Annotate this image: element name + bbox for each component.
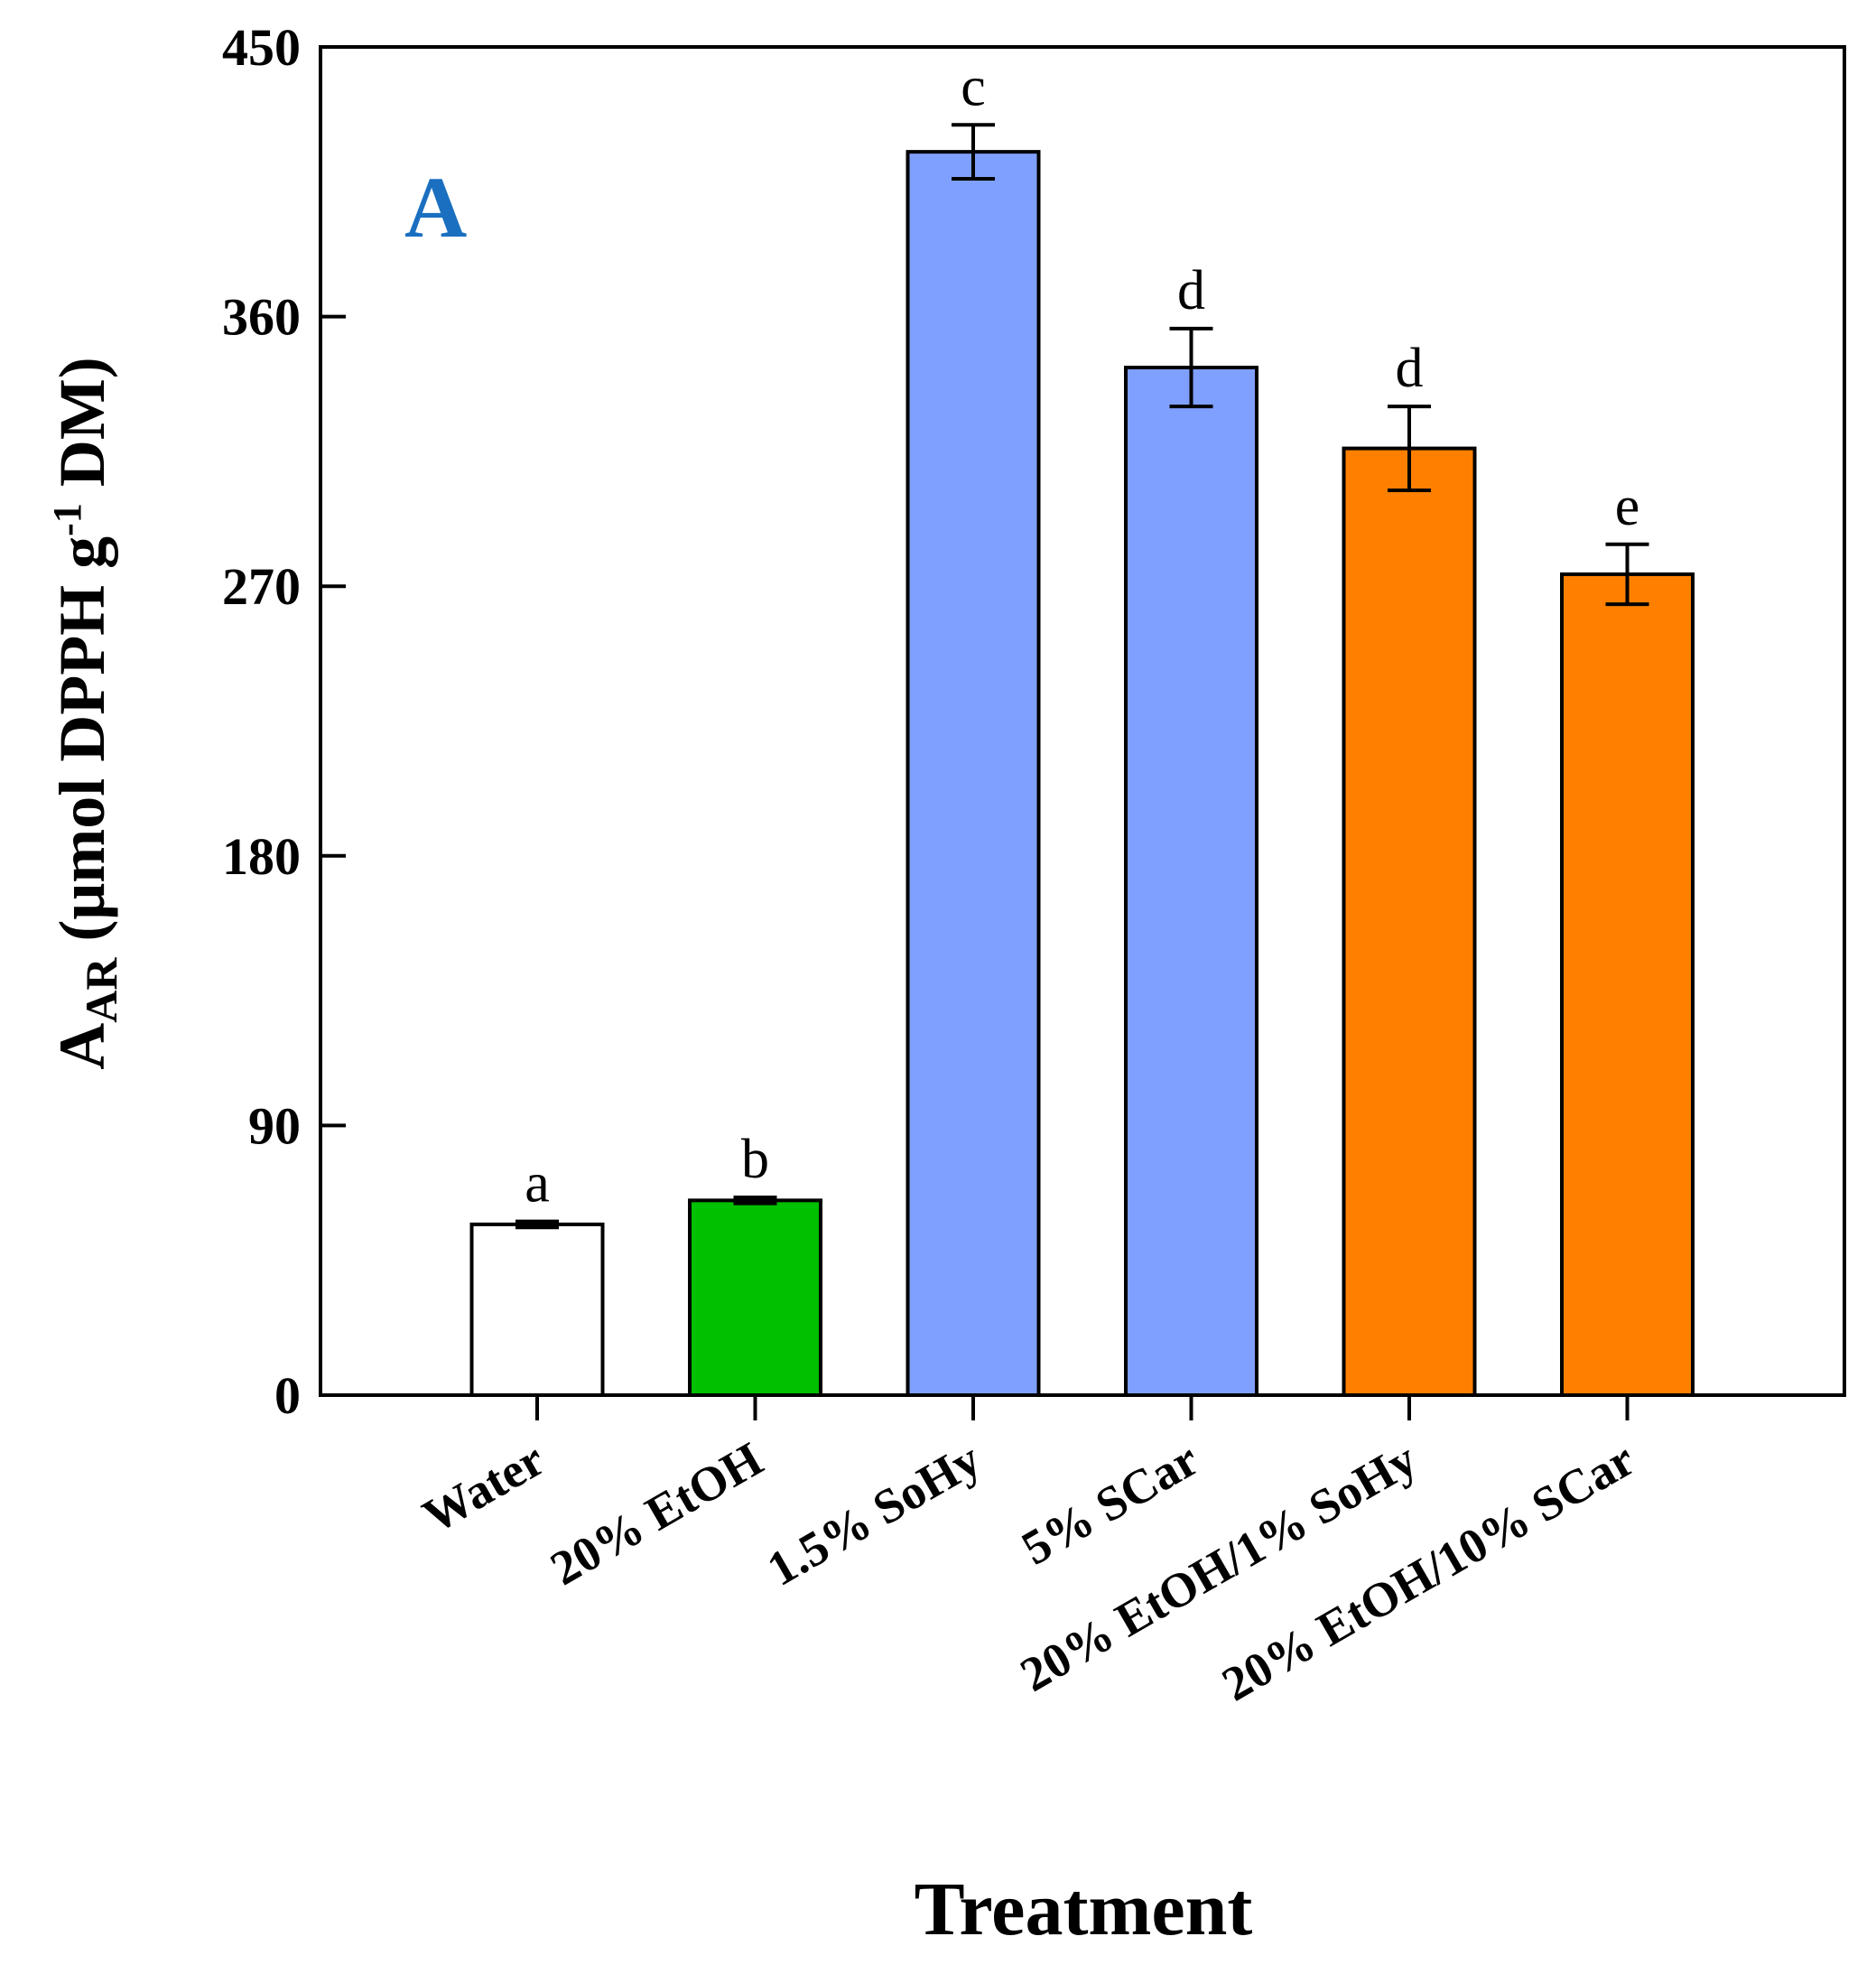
- y-axis-label-mid: (μmol DPPH g: [46, 536, 118, 958]
- panel-label: A: [404, 159, 467, 256]
- y-axis-label-main: A: [46, 1023, 118, 1070]
- significance-label: e: [1615, 476, 1640, 537]
- significance-label: a: [525, 1153, 550, 1215]
- y-tick-label: 90: [248, 1096, 301, 1155]
- bar: [688, 1198, 822, 1398]
- y-axis-label-end: DM): [46, 357, 118, 503]
- bar: [905, 150, 1041, 1398]
- x-tick-label: 20% EtOH/10% SCar: [1213, 1431, 1644, 1711]
- plot-frame: [319, 45, 1846, 1397]
- y-tick-label: 180: [222, 827, 301, 886]
- y-tick-label: 270: [222, 557, 301, 616]
- significance-label: d: [1177, 260, 1205, 321]
- y-axis-label-sub: AR: [76, 957, 126, 1023]
- y-tick-label: 0: [274, 1366, 301, 1425]
- x-axis-label: Treatment: [915, 1867, 1253, 1951]
- y-axis-label-sup: -1: [45, 503, 89, 536]
- bar: [1124, 366, 1258, 1398]
- significance-label: d: [1396, 338, 1424, 399]
- x-tick-label: 1.5% SoHy: [758, 1431, 989, 1596]
- x-tick-label: 20% EtOH: [542, 1431, 772, 1596]
- bar: [1560, 572, 1695, 1397]
- svg-text:AAR (μmol DPPH g-1 DM): AAR (μmol DPPH g-1 DM): [45, 357, 126, 1070]
- significance-label: c: [961, 56, 986, 117]
- y-axis-label: AAR (μmol DPPH g-1 DM): [45, 357, 126, 1070]
- x-tick-label: 5% SCar: [1013, 1431, 1208, 1575]
- y-tick-label: 360: [222, 288, 301, 347]
- x-tick-label: Water: [413, 1431, 553, 1543]
- significance-label: b: [741, 1129, 769, 1190]
- bar: [469, 1222, 605, 1398]
- y-tick-label: 450: [222, 18, 301, 77]
- bar: [1342, 446, 1477, 1397]
